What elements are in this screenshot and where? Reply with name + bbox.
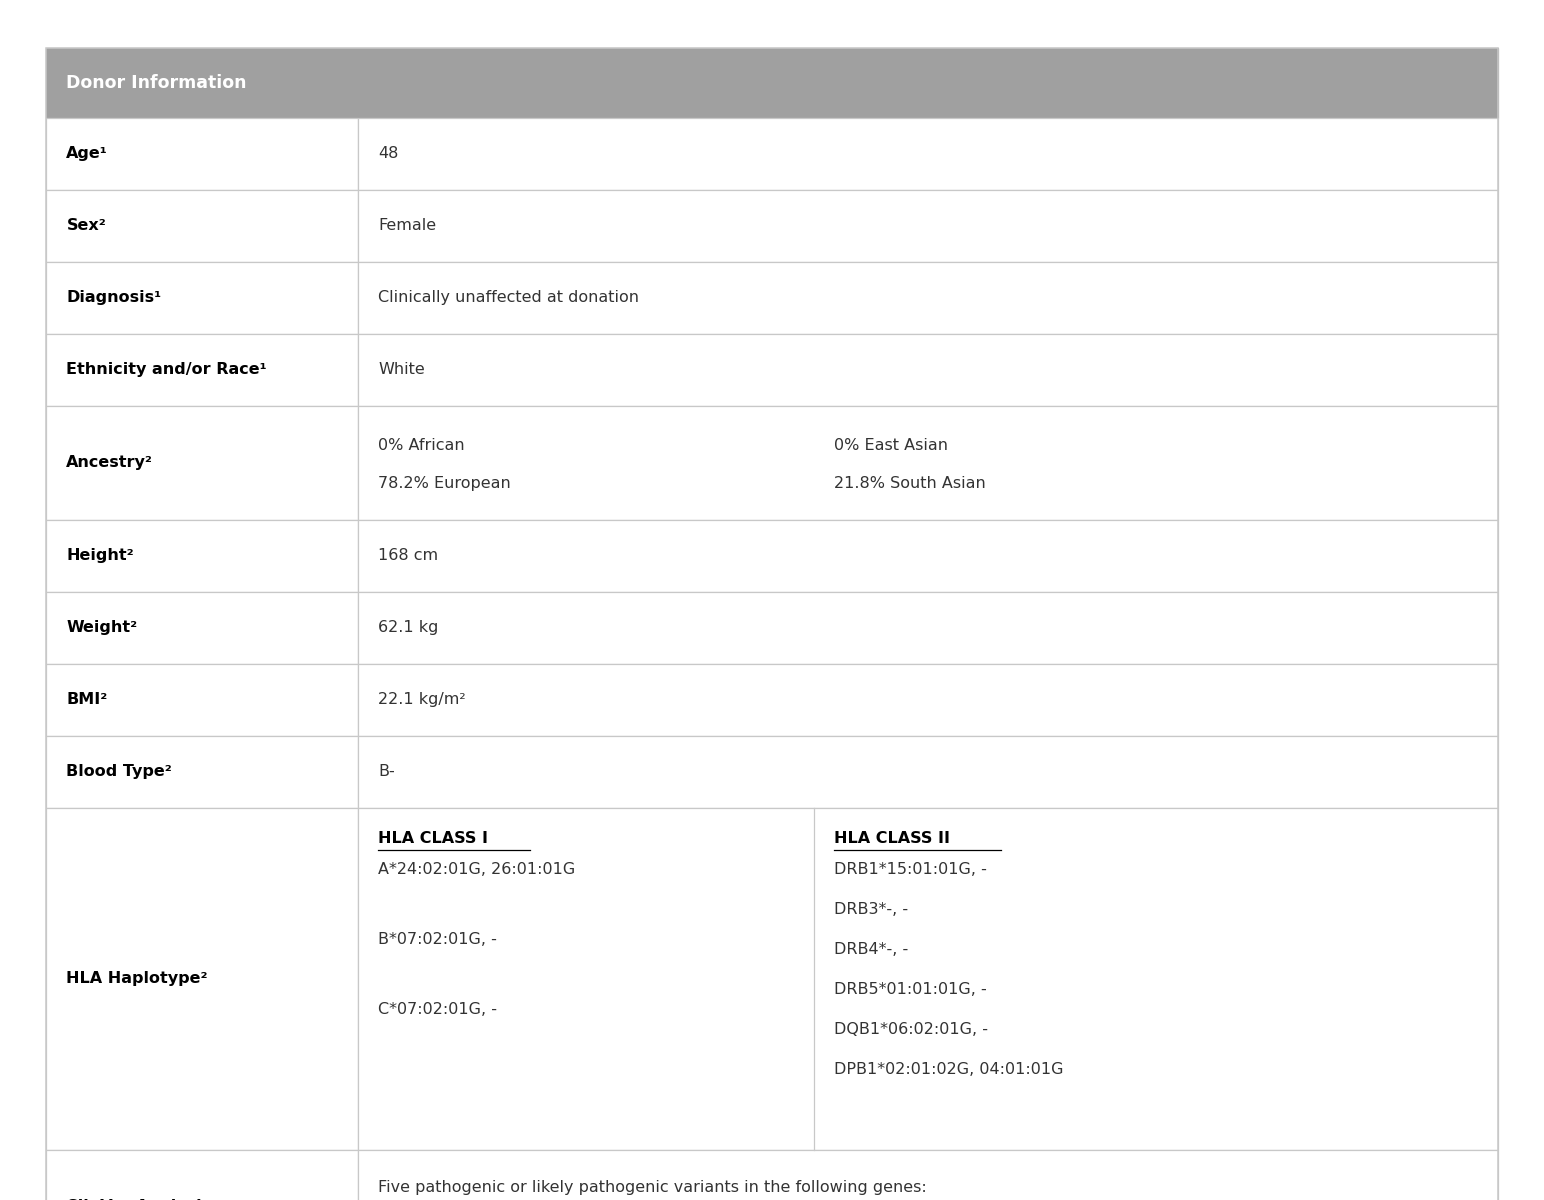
Text: 22.1 kg/m²: 22.1 kg/m² xyxy=(378,692,466,707)
Text: A*24:02:01G, 26:01:01G: A*24:02:01G, 26:01:01G xyxy=(378,862,576,877)
Text: HLA CLASS I: HLA CLASS I xyxy=(378,830,488,846)
Text: Blood Type²: Blood Type² xyxy=(66,764,171,779)
Text: DRB5*01:01:01G, -: DRB5*01:01:01G, - xyxy=(834,982,987,997)
Bar xyxy=(46,48,1498,118)
Bar xyxy=(46,808,358,1150)
Text: 21.8% South Asian: 21.8% South Asian xyxy=(834,475,987,491)
Text: DRB3*-, -: DRB3*-, - xyxy=(834,901,908,917)
Text: Donor Information: Donor Information xyxy=(66,74,247,92)
Bar xyxy=(358,1150,1498,1200)
Bar xyxy=(46,592,358,664)
Text: Clinically unaffected at donation: Clinically unaffected at donation xyxy=(378,290,639,305)
Text: BMI²: BMI² xyxy=(66,692,108,707)
Bar xyxy=(46,1150,358,1200)
Bar xyxy=(46,520,358,592)
Bar xyxy=(46,664,358,736)
Text: Height²: Height² xyxy=(66,548,134,563)
Text: Sex²: Sex² xyxy=(66,218,107,233)
Text: 62.1 kg: 62.1 kg xyxy=(378,620,438,635)
Text: Weight²: Weight² xyxy=(66,620,137,635)
Bar xyxy=(358,664,1498,736)
Text: DRB1*15:01:01G, -: DRB1*15:01:01G, - xyxy=(834,862,987,877)
Text: 48: 48 xyxy=(378,146,398,161)
Text: C*07:02:01G, -: C*07:02:01G, - xyxy=(378,1002,497,1016)
Bar xyxy=(358,334,1498,406)
Bar xyxy=(358,262,1498,334)
Text: Age¹: Age¹ xyxy=(66,146,108,161)
Text: DQB1*06:02:01G, -: DQB1*06:02:01G, - xyxy=(834,1022,988,1037)
Text: Diagnosis¹: Diagnosis¹ xyxy=(66,290,162,305)
Text: B-: B- xyxy=(378,764,395,779)
Text: DRB4*-, -: DRB4*-, - xyxy=(834,942,908,956)
Bar xyxy=(358,736,1498,808)
Text: Female: Female xyxy=(378,218,437,233)
Bar xyxy=(46,262,358,334)
Text: B*07:02:01G, -: B*07:02:01G, - xyxy=(378,931,497,947)
Bar xyxy=(46,118,358,190)
Text: 168 cm: 168 cm xyxy=(378,548,438,563)
Bar xyxy=(358,118,1498,190)
Text: HLA CLASS II: HLA CLASS II xyxy=(834,830,950,846)
Text: Ethnicity and/or Race¹: Ethnicity and/or Race¹ xyxy=(66,362,267,377)
Text: Five pathogenic or likely pathogenic variants in the following genes:: Five pathogenic or likely pathogenic var… xyxy=(378,1180,928,1195)
Text: Ancestry²: Ancestry² xyxy=(66,455,153,470)
Bar xyxy=(358,190,1498,262)
Bar xyxy=(46,190,358,262)
Bar xyxy=(46,406,358,520)
Text: 0% African: 0% African xyxy=(378,438,465,454)
Text: HLA Haplotype²: HLA Haplotype² xyxy=(66,971,208,986)
Bar xyxy=(358,520,1498,592)
Bar xyxy=(46,334,358,406)
Text: White: White xyxy=(378,362,425,377)
Bar xyxy=(358,592,1498,664)
Text: 0% East Asian: 0% East Asian xyxy=(834,438,948,454)
Text: 78.2% European: 78.2% European xyxy=(378,475,511,491)
Bar xyxy=(358,406,1498,520)
Bar xyxy=(46,736,358,808)
Text: DPB1*02:01:02G, 04:01:01G: DPB1*02:01:02G, 04:01:01G xyxy=(834,1062,1064,1076)
Bar xyxy=(358,808,1498,1150)
